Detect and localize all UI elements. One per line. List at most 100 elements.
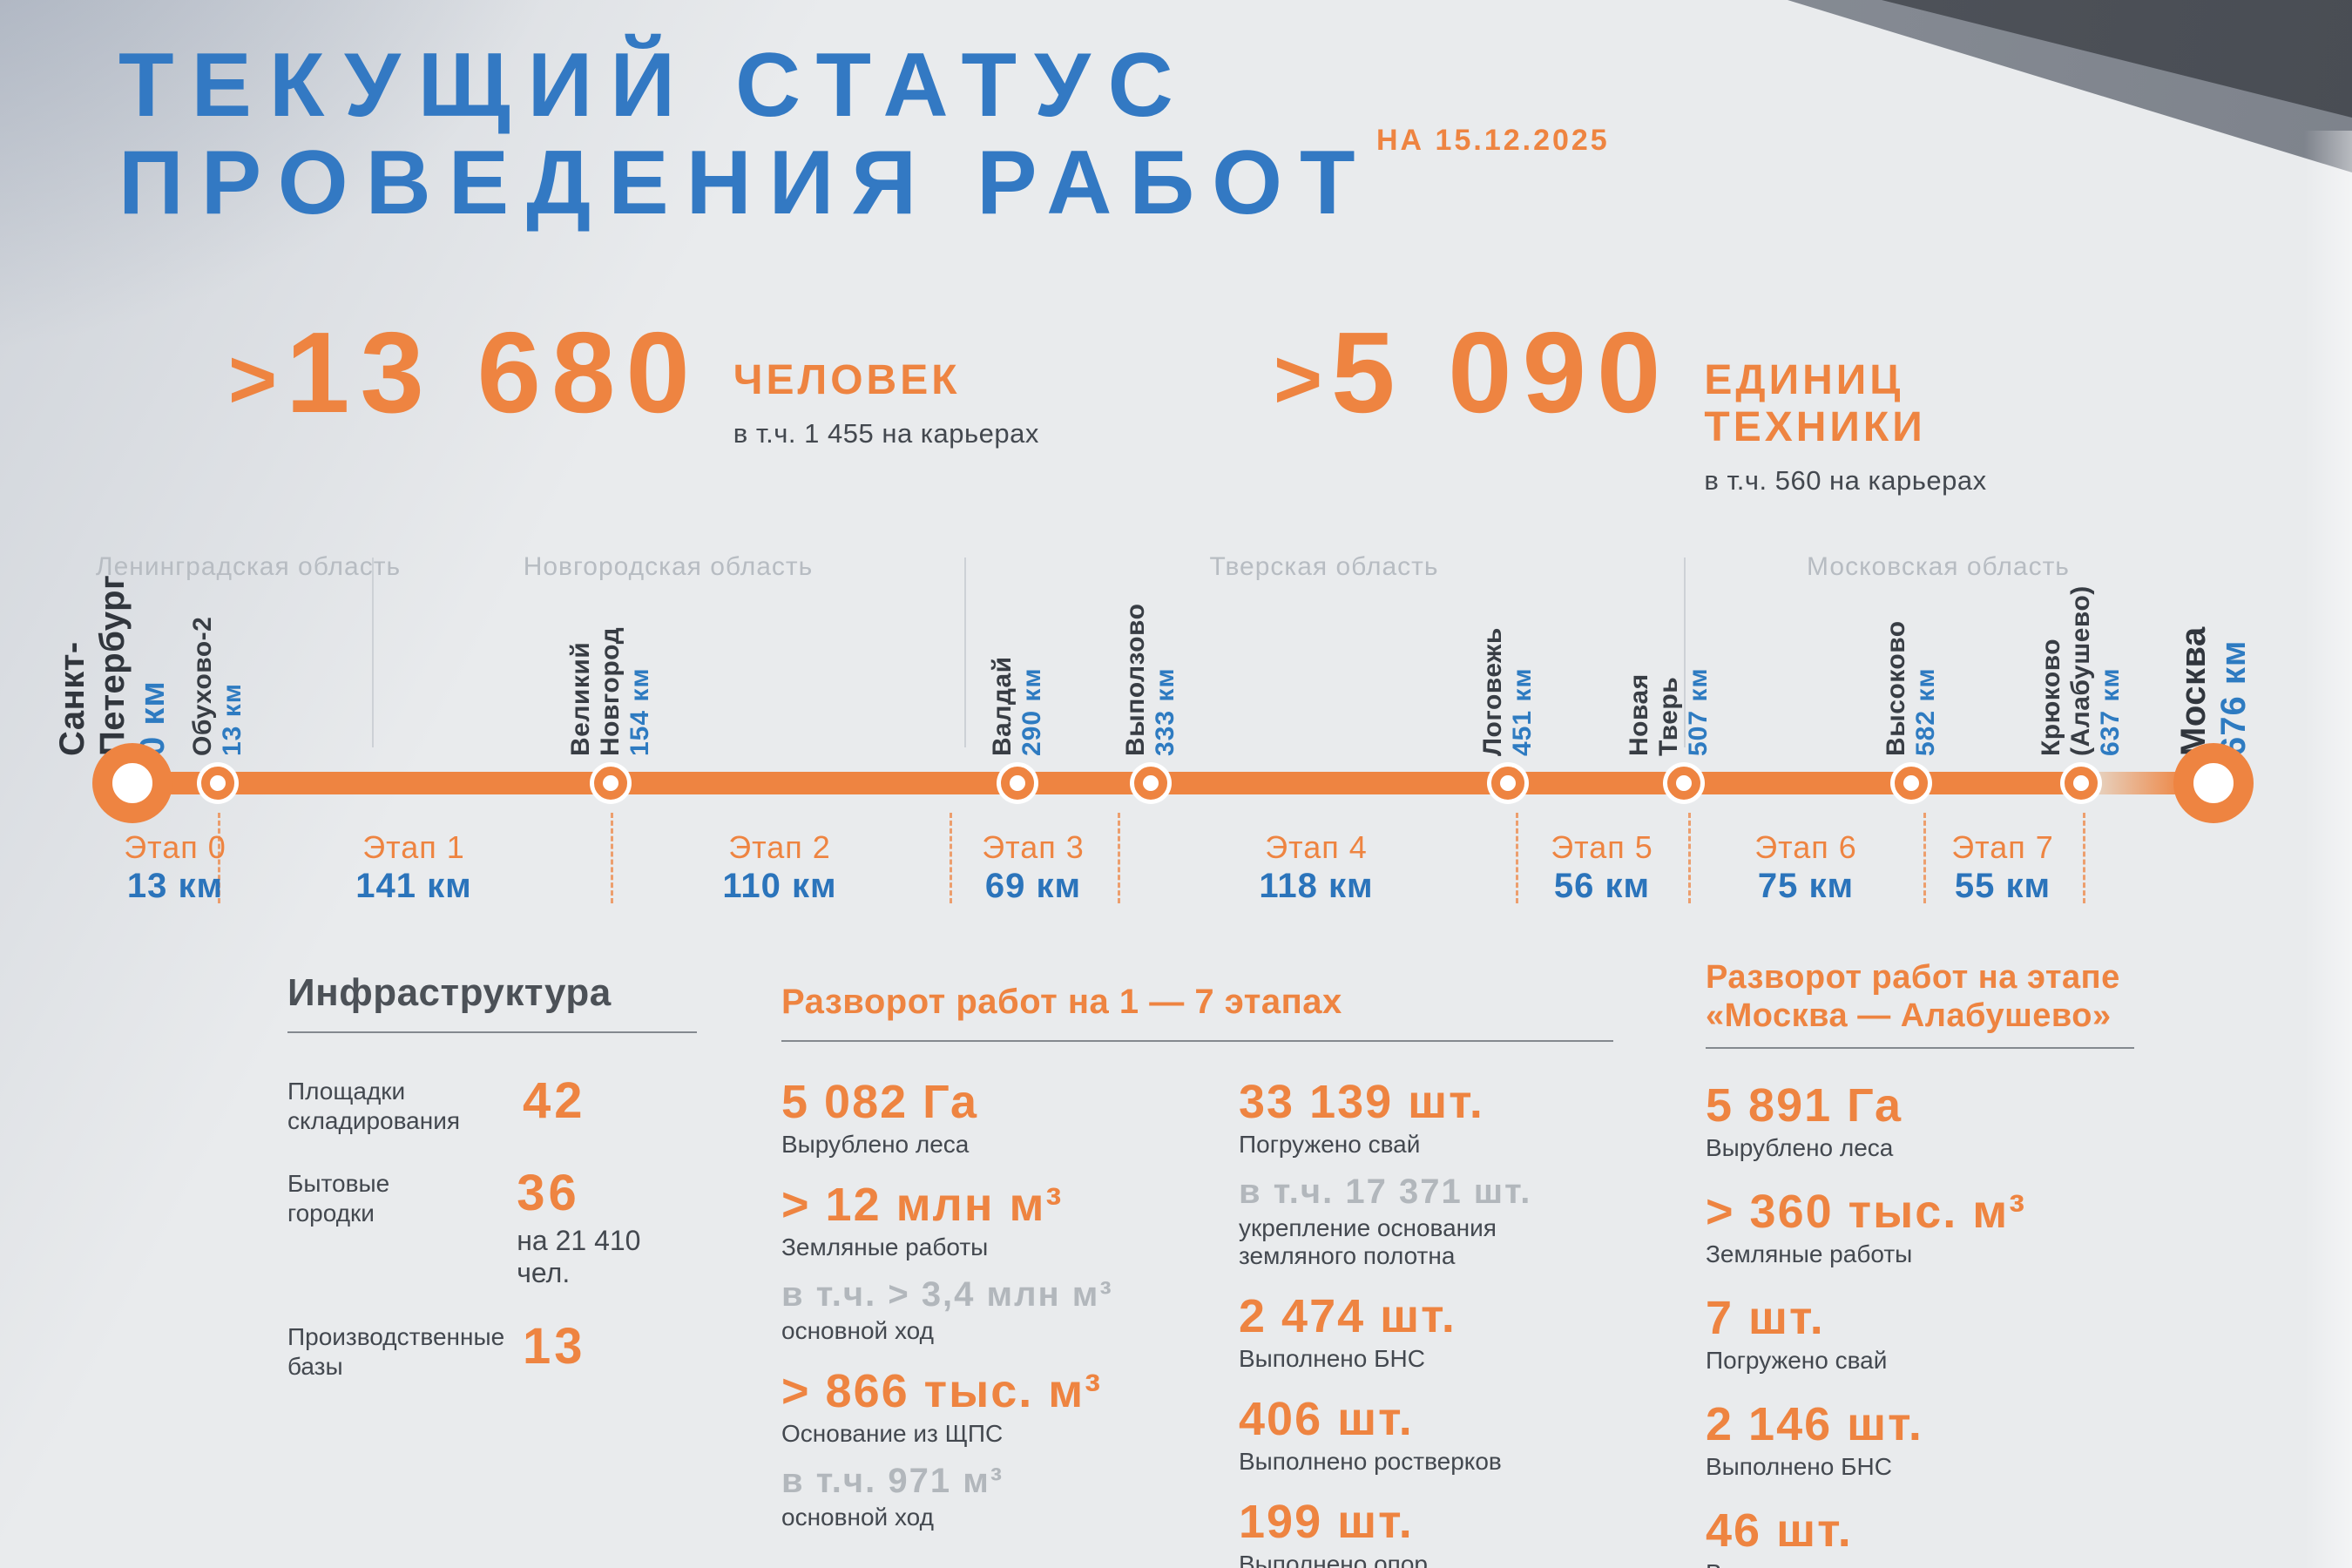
stat-item: 46 шт. Выполнено ростверков bbox=[1706, 1507, 2141, 1568]
station-km: 582 км bbox=[1911, 667, 1940, 756]
section-rollout-moscow-alabushevo: Разворот работ на этапе «Москва — Алабуш… bbox=[1706, 958, 2141, 1568]
stage-name: Этап 1 bbox=[362, 829, 465, 865]
station-dot bbox=[1134, 767, 1167, 800]
station-km: 290 км bbox=[1017, 667, 1046, 756]
stat-value: 406 шт. bbox=[1239, 1393, 1414, 1445]
station-km: 637 км bbox=[2096, 667, 2125, 756]
stage-name: Этап 2 bbox=[728, 829, 831, 865]
stat-label: Выполнено БНС bbox=[1239, 1345, 1425, 1372]
station-label-rotated: Москва 676 км bbox=[2173, 626, 2254, 756]
workers-unit: ЧЕЛОВЕК bbox=[733, 357, 961, 403]
stat-label: Вырублено леса bbox=[1706, 1134, 1894, 1161]
station-dot bbox=[1001, 767, 1034, 800]
infrastructure-row: Производственные базы 13 bbox=[287, 1318, 697, 1382]
stage-label: Этап 4 118 км bbox=[1259, 829, 1373, 906]
station-km: 507 км bbox=[1684, 667, 1713, 756]
station-label-rotated: Новая Тверь 507 км bbox=[1625, 667, 1713, 756]
region-divider bbox=[964, 558, 966, 747]
station-name: Великий Новгород bbox=[566, 626, 625, 756]
infrastructure-title: Инфраструктура bbox=[287, 971, 612, 1014]
infrastructure-row-label: Бытовые городки bbox=[287, 1170, 390, 1227]
stage-name: Этап 0 bbox=[124, 829, 226, 865]
stat-label: Выполнено БНС bbox=[1706, 1453, 1892, 1480]
stat-subvalue: в т.ч. 971 м³ bbox=[781, 1462, 1004, 1500]
infrastructure-row-value: 36 bbox=[517, 1165, 580, 1221]
stat-item: 5 082 Га Вырублено леса bbox=[781, 1078, 1239, 1159]
infrastructure-row-values: 42 bbox=[523, 1076, 586, 1136]
station-label-rotated: Высоково 582 км bbox=[1882, 620, 1941, 756]
station-dot bbox=[1491, 767, 1524, 800]
stat-item: 33 139 шт. Погружено свай в т.ч. 17 371 шт… bbox=[1239, 1078, 1613, 1270]
infrastructure-row-value: 13 bbox=[523, 1318, 586, 1375]
station-name: Москва bbox=[2174, 626, 2213, 756]
station-name: Логовежь bbox=[1478, 627, 1507, 756]
stat-item: 2 474 шт. Выполнено БНС bbox=[1239, 1293, 1613, 1373]
stage-divider-tick bbox=[1923, 813, 1926, 903]
stat-sublabel: основной ход bbox=[781, 1317, 934, 1344]
stage-name: Этап 3 bbox=[982, 829, 1085, 865]
stat-value: 46 шт. bbox=[1706, 1504, 1853, 1557]
stat-item: 5 891 Га Вырублено леса bbox=[1706, 1082, 2141, 1162]
stage-km: 56 км bbox=[1553, 867, 1651, 905]
station-km: 0 км bbox=[133, 680, 172, 756]
station-km: 676 км bbox=[2214, 639, 2253, 756]
station-km: 13 км bbox=[218, 683, 247, 756]
stat-label: Выполнено ростверков bbox=[1706, 1559, 2141, 1568]
region-divider bbox=[1684, 558, 1686, 747]
stage-divider-tick bbox=[2083, 813, 2085, 903]
workers-note: в т.ч. 1 455 на карьерах bbox=[733, 417, 1039, 449]
stage-divider-tick bbox=[218, 813, 220, 903]
rollout-msk-title: Разворот работ на этапе «Москва — Алабуш… bbox=[1706, 959, 2120, 1034]
stat-label: Основание из ЩПС bbox=[781, 1420, 1004, 1447]
station-name: Высоково bbox=[1882, 620, 1910, 756]
stage-divider-tick bbox=[950, 813, 952, 903]
section-rule bbox=[287, 1031, 697, 1033]
station-label-rotated: Крюково (Алабушево) 637 км bbox=[2037, 585, 2126, 756]
stat-subvalue: в т.ч. > 3,4 млн м³ bbox=[781, 1275, 1113, 1314]
stage-km: 13 км bbox=[126, 867, 224, 905]
stat-item: 2 146 шт. Выполнено БНС bbox=[1706, 1401, 2141, 1481]
stat-label: Вырублено леса bbox=[781, 1131, 970, 1158]
route-line-final-segment bbox=[2089, 772, 2186, 794]
stat-item: > 866 тыс. м³ Основание из ЩПС в т.ч. 971 … bbox=[781, 1368, 1239, 1531]
station-label-rotated: Великий Новгород 154 км bbox=[566, 627, 655, 756]
stat-value: > 866 тыс. м³ bbox=[781, 1365, 1103, 1417]
infrastructure-row-label: Площадки складирования bbox=[287, 1078, 460, 1134]
stage-name: Этап 5 bbox=[1551, 829, 1653, 865]
greater-than-sign: > bbox=[228, 333, 278, 426]
section-rollout-1-7: Разворот работ на 1 — 7 этапах 5 082 Га В… bbox=[781, 981, 1618, 1568]
stat-subvalue: в т.ч. 17 371 шт. bbox=[1239, 1173, 1532, 1211]
station-km: 451 км bbox=[1508, 667, 1537, 756]
machines-unit: ЕДИНИЦ ТЕХНИКИ bbox=[1704, 357, 1926, 450]
station-name: Выползово bbox=[1121, 603, 1150, 756]
station-dot bbox=[2065, 767, 2098, 800]
stage-label: Этап 5 56 км bbox=[1551, 829, 1653, 906]
stat-label: Выполнено ростверков bbox=[1239, 1448, 1502, 1475]
stat-value: > 360 тыс. м³ bbox=[1706, 1186, 2027, 1238]
station-dot-major bbox=[92, 743, 172, 823]
region-label: Московская область bbox=[1807, 552, 2070, 581]
stat-item: > 360 тыс. м³ Земляные работы bbox=[1706, 1188, 2141, 1268]
headline-stat-machines: > 5 090 ЕДИНИЦ ТЕХНИКИ в т.ч. 560 на кар… bbox=[1274, 315, 1987, 497]
stage-name: Этап 7 bbox=[1951, 829, 2054, 865]
station-label-rotated: Выползово 333 км bbox=[1121, 604, 1180, 756]
stage-km: 118 км bbox=[1259, 867, 1374, 905]
stage-label: Этап 2 110 км bbox=[722, 829, 836, 906]
stat-item: 7 шт. Погружено свай bbox=[1706, 1294, 2141, 1375]
station-label-rotated: Санкт-Петербург 0 км bbox=[52, 575, 172, 756]
region-label: Тверская область bbox=[1209, 552, 1439, 581]
stat-label: Земляные работы bbox=[781, 1233, 989, 1260]
stat-label: Погружено свай bbox=[1239, 1131, 1421, 1158]
route-line bbox=[132, 772, 2213, 794]
station-label-rotated: Логовежь 451 км bbox=[1478, 627, 1538, 756]
page-title-line1: ТЕКУЩИЙ СТАТУС bbox=[118, 35, 1191, 136]
stage-label: Этап 7 55 км bbox=[1951, 829, 2054, 906]
region-divider bbox=[372, 558, 374, 747]
stage-km: 141 км bbox=[355, 867, 472, 905]
stage-label: Этап 3 69 км bbox=[982, 829, 1085, 906]
infrastructure-row: Площадки складирования 42 bbox=[287, 1076, 697, 1136]
status-date: НА 15.12.2025 bbox=[1376, 124, 1610, 157]
station-km: 154 км bbox=[625, 667, 654, 756]
infrastructure-row-label: Производственные базы bbox=[287, 1323, 505, 1380]
